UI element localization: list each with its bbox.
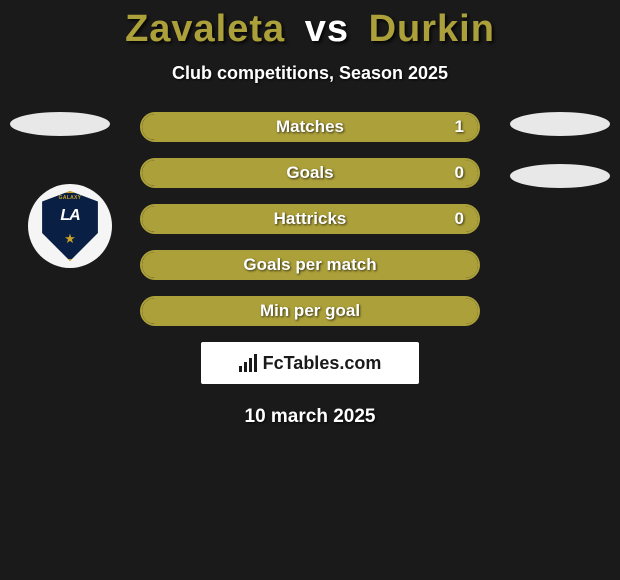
vs-separator: vs: [305, 8, 349, 50]
stat-row-matches: Matches 1: [140, 112, 480, 142]
crest-main-text: LA: [39, 207, 101, 225]
stat-label: Min per goal: [260, 301, 360, 321]
stat-label: Goals per match: [243, 255, 376, 275]
date-line: 10 march 2025: [0, 406, 620, 428]
player2-photo-placeholder: [510, 112, 610, 136]
brand-logo-text: FcTables.com: [263, 353, 382, 374]
stat-label: Matches: [276, 117, 344, 137]
stat-label: Goals: [286, 163, 333, 183]
player1-club-badge: GALAXY LA ★: [28, 184, 112, 268]
brand-logo-icon: [239, 354, 257, 372]
stat-label: Hattricks: [274, 209, 347, 229]
stat-rows: Matches 1 Goals 0 Hattricks 0 Goals per …: [140, 112, 480, 326]
la-galaxy-crest: GALAXY LA ★: [39, 191, 101, 261]
stat-right-value: 1: [455, 117, 464, 137]
stat-row-goals-per-match: Goals per match: [140, 250, 480, 280]
stat-row-min-per-goal: Min per goal: [140, 296, 480, 326]
crest-top-text: GALAXY: [39, 195, 101, 201]
crest-star-icon: ★: [64, 231, 76, 247]
stat-right-value: 0: [455, 209, 464, 229]
stat-row-hattricks: Hattricks 0: [140, 204, 480, 234]
comparison-title: Zavaleta vs Durkin: [0, 0, 620, 51]
stats-stage: GALAXY LA ★ Matches 1 Goals 0 Hattricks …: [0, 112, 620, 428]
brand-logo-box: FcTables.com: [201, 342, 419, 384]
subtitle: Club competitions, Season 2025: [0, 63, 620, 84]
player2-name: Durkin: [369, 8, 495, 50]
stat-right-value: 0: [455, 163, 464, 183]
stat-row-goals: Goals 0: [140, 158, 480, 188]
player1-photo-placeholder: [10, 112, 110, 136]
player1-name: Zavaleta: [125, 8, 285, 50]
player2-club-placeholder: [510, 164, 610, 188]
